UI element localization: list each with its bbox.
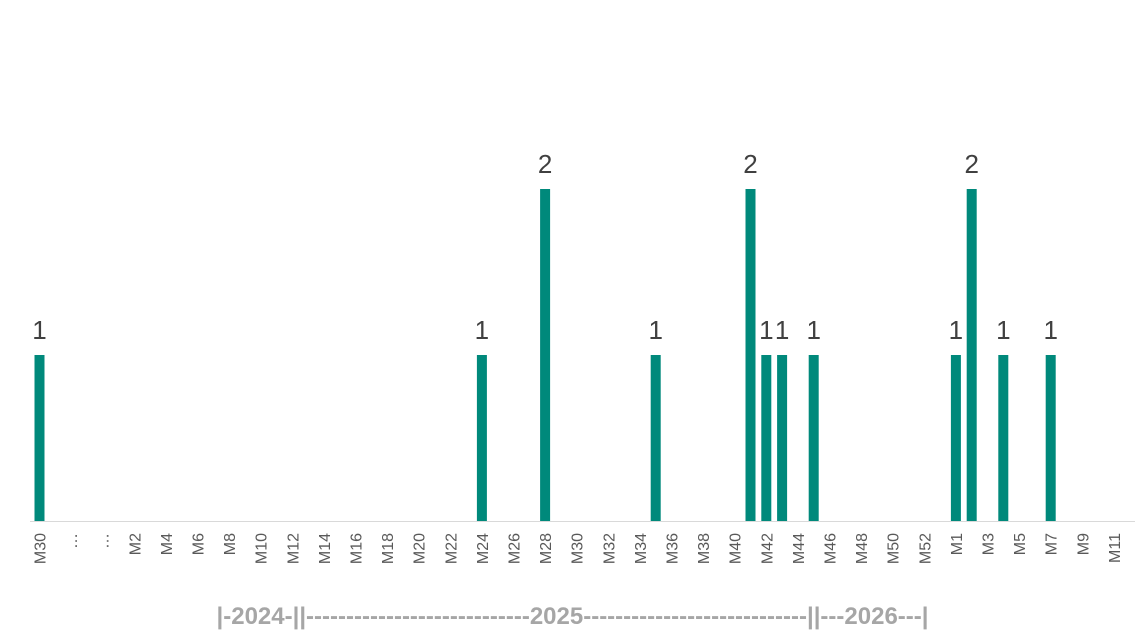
x-tick-label: M26 — [507, 533, 524, 564]
x-tick-label: M34 — [633, 533, 650, 564]
bar — [777, 355, 788, 521]
x-tick-label: … — [96, 533, 113, 549]
bar — [540, 189, 551, 521]
x-tick-label: M10 — [254, 533, 271, 564]
x-tick-label: M11 — [1107, 533, 1124, 563]
x-tick-label: … — [64, 533, 81, 549]
x-tick-label: M48 — [854, 533, 871, 564]
x-tick-label: M42 — [759, 533, 776, 564]
x-tick-label: M1 — [949, 533, 966, 555]
period-labels: |-2024-||----------------------------202… — [216, 603, 929, 630]
bar — [998, 355, 1009, 521]
data-label: 2 — [743, 149, 757, 179]
bar — [808, 355, 819, 521]
x-tick-label: M6 — [191, 533, 208, 555]
bar — [966, 189, 977, 521]
x-tick-label: M5 — [1012, 533, 1029, 555]
data-label: 1 — [1043, 315, 1057, 345]
x-tick-label: M7 — [1044, 533, 1061, 555]
bar — [650, 355, 661, 521]
x-tick-label: M30 — [570, 533, 587, 564]
x-tick-label: M20 — [412, 533, 429, 564]
data-label: 1 — [996, 315, 1010, 345]
x-tick-label: M3 — [981, 533, 998, 555]
x-tick-label: M30 — [33, 533, 50, 564]
x-tick-label: M22 — [443, 533, 460, 564]
x-tick-label: M44 — [791, 533, 808, 564]
data-label: 2 — [964, 149, 978, 179]
bar — [476, 355, 487, 521]
x-tick-label: M50 — [886, 533, 903, 564]
data-label: 1 — [475, 315, 489, 345]
data-label: 1 — [949, 315, 963, 345]
bar — [745, 189, 756, 521]
x-tick-label: M46 — [823, 533, 840, 564]
bar — [1045, 355, 1056, 521]
bar — [761, 355, 772, 521]
x-tick-label: M28 — [538, 533, 555, 564]
x-tick-label: M32 — [601, 533, 618, 564]
x-tick-label: M12 — [285, 533, 302, 564]
x-tick-label: M16 — [349, 533, 366, 564]
x-tick-label: M9 — [1075, 533, 1092, 555]
x-tick-label: M24 — [475, 533, 492, 564]
x-tick-label: M8 — [222, 533, 239, 555]
data-label: 1 — [32, 315, 46, 345]
x-tick-label: M52 — [917, 533, 934, 564]
data-label: 2 — [538, 149, 552, 179]
x-tick-label: M2 — [127, 533, 144, 555]
data-label: 1 — [759, 315, 773, 345]
bar — [950, 355, 961, 521]
x-tick-label: M38 — [696, 533, 713, 564]
x-tick-label: M18 — [380, 533, 397, 564]
data-label: 1 — [775, 315, 789, 345]
data-label: 1 — [806, 315, 820, 345]
x-tick-label: M14 — [317, 533, 334, 564]
x-tick-label: M36 — [665, 533, 682, 564]
x-tick-label: M40 — [728, 533, 745, 564]
bar — [34, 355, 45, 521]
data-label: 1 — [648, 315, 662, 345]
x-tick-label: M4 — [159, 533, 176, 555]
